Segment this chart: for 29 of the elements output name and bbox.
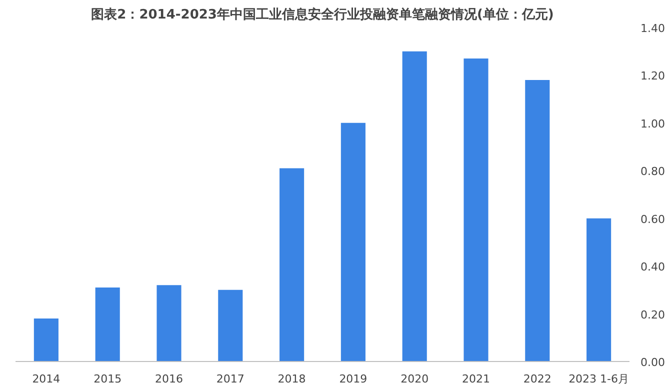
chart-title: 图表2：2014-2023年中国工业信息安全行业投融资单笔融资情况(单位：亿元) [91,6,554,22]
y-tick-label: 0.40 [640,260,665,274]
y-tick-label: 0.00 [640,356,665,369]
bar [340,122,366,362]
bar [402,51,427,362]
x-tick-label: 2018 [278,372,306,386]
x-tick-label: 2019 [339,372,368,386]
bar [156,285,182,362]
x-tick-label: 2016 [155,372,184,386]
y-tick-label: 0.60 [640,212,665,226]
y-tick-label: 1.40 [640,22,665,35]
bar [586,218,612,362]
y-tick-label: 1.20 [640,70,665,83]
bar [280,168,304,362]
x-tick-label: 2022 [523,372,552,386]
bar [525,80,550,362]
bar [218,290,243,362]
bar [34,318,58,362]
x-tick-label: 2017 [216,372,244,386]
x-tick-label: 2020 [400,372,429,386]
x-tick-label: 2023 1-6月 [568,372,630,386]
y-tick-label: 0.80 [640,165,665,178]
x-tick-label: 2021 [462,372,490,386]
bar [95,288,120,362]
x-tick-label: 2014 [32,372,60,386]
x-tick-label: 2015 [94,372,122,386]
bar [464,58,488,362]
y-tick-label: 1.00 [640,117,665,130]
y-tick-label: 0.20 [640,308,665,322]
